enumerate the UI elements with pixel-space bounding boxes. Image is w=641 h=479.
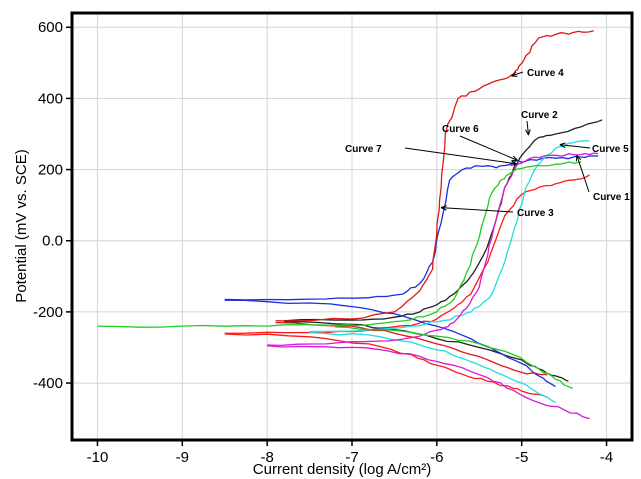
annotation-label: Curve 5: [592, 144, 629, 155]
annotation-arrowhead: [511, 155, 518, 161]
x-tick-label: -5: [515, 449, 528, 466]
y-axis-title: Potential (mV vs. SCE): [13, 149, 30, 302]
annotation-leader-line: [441, 207, 514, 213]
annotation-label: Curve 1: [593, 192, 630, 203]
series-line-curve-2: [284, 119, 603, 322]
series-line-curve-5: [309, 139, 590, 333]
y-tick-label: 600: [38, 19, 63, 36]
series-line-curve-3: [224, 155, 599, 301]
x-tick-label: -9: [176, 449, 189, 466]
annotation-arrowhead: [559, 142, 566, 149]
annotation-layer: Curve 4 Curve 2 Curve 6 Curve 7 Curve 5 Curve…: [345, 68, 630, 219]
x-tick-label: -8: [260, 449, 273, 466]
annotation-label: Curve 7: [345, 144, 382, 155]
annotation-label: Curve 2: [521, 110, 558, 121]
series-line-curve-7: [97, 161, 582, 328]
series-line-curve-4: [275, 30, 594, 322]
annotation-leader-line: [404, 147, 517, 165]
annotation-label: Curve 6: [442, 124, 479, 135]
annotation-leader-line: [511, 71, 524, 77]
series-line-curve-6: [267, 345, 590, 420]
y-axis-ticks: 600 400 200 0.0 -200 -400: [33, 19, 72, 392]
series-line-curve-3: [224, 299, 556, 388]
x-tick-label: -10: [87, 449, 109, 466]
y-tick-label: -200: [33, 304, 63, 321]
annotation-arrowhead: [510, 160, 517, 166]
annotation-leader-line: [559, 144, 591, 149]
series-layer: [97, 30, 603, 420]
grid-lines: [72, 13, 632, 440]
y-tick-label: 200: [38, 162, 63, 179]
annotation-arrowhead: [440, 205, 447, 211]
series-line-curve-1: [224, 333, 548, 398]
annotation-leader-line: [576, 155, 590, 193]
x-axis-title: Current density (log A/cm²): [253, 461, 431, 478]
x-axis-ticks: -10 -9 -8 -7 -6 -5 -4: [87, 440, 613, 466]
x-tick-label: -4: [600, 449, 613, 466]
y-tick-label: 400: [38, 90, 63, 107]
x-tick-label: -7: [345, 449, 358, 466]
annotation-arrowhead: [525, 129, 531, 136]
annotation-label: Curve 3: [517, 208, 554, 219]
y-tick-label: 0.0: [42, 233, 63, 250]
series-line-curve-5: [309, 331, 556, 404]
annotation-leader-line: [526, 120, 529, 136]
series-line-curve-7: [334, 326, 573, 390]
series-line-curve-6: [267, 152, 599, 347]
annotation-leader-line: [459, 135, 518, 161]
x-tick-label: -6: [430, 449, 443, 466]
annotation-arrowhead: [575, 155, 582, 162]
annotation-arrowhead: [511, 71, 518, 77]
y-tick-label: -400: [33, 375, 63, 392]
annotation-label: Curve 4: [527, 68, 564, 79]
